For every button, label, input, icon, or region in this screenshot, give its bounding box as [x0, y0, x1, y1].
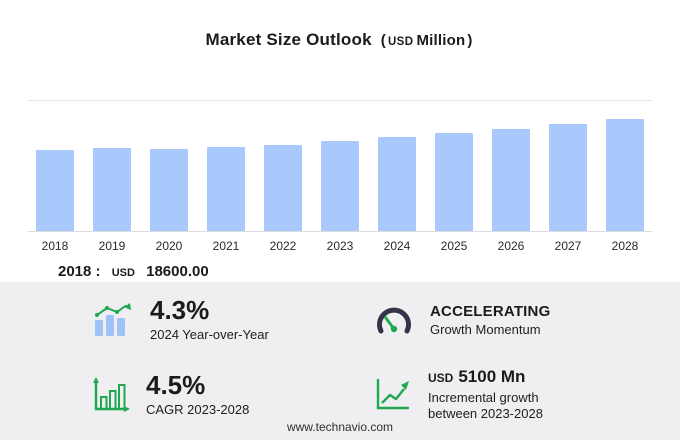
yoy-label: 2024 Year-over-Year	[150, 327, 269, 342]
stat-incremental: USD 5100 Mn Incremental growth between 20…	[374, 367, 656, 422]
title-main: Market Size Outlook	[205, 30, 372, 49]
base-year-currency: USD	[111, 267, 135, 279]
bar-2022	[264, 144, 302, 231]
x-tick-2024: 2024	[383, 239, 411, 253]
momentum-value: ACCELERATING	[430, 302, 551, 320]
incremental-label-line1: Incremental growth	[428, 390, 539, 405]
bar-2023	[321, 141, 359, 231]
bar-2028	[606, 119, 644, 231]
x-tick-2025: 2025	[440, 239, 468, 253]
page-title: Market Size Outlook (USD Million)	[0, 0, 680, 50]
x-tick-2028: 2028	[611, 239, 639, 253]
x-tick-2022: 2022	[269, 239, 297, 253]
stat-momentum: ACCELERATING Growth Momentum	[374, 296, 656, 343]
stat-cagr: 4.5% CAGR 2023-2028	[92, 367, 374, 422]
x-tick-2021: 2021	[212, 239, 240, 253]
bar-2018	[36, 150, 74, 231]
base-year-amount: 18600.00	[146, 263, 209, 280]
gauge-icon	[374, 304, 414, 336]
momentum-label: Growth Momentum	[430, 321, 541, 337]
bar-2025	[435, 133, 473, 231]
bar-2019	[93, 147, 131, 231]
cagr-label: CAGR 2023-2028	[146, 402, 250, 417]
incremental-label-line2: between 2023-2028	[428, 406, 543, 421]
x-tick-2026: 2026	[497, 239, 525, 253]
x-tick-2027: 2027	[554, 239, 582, 253]
bar-chart-axes-icon	[92, 376, 130, 413]
x-tick-2020: 2020	[155, 239, 183, 253]
bar-chart-growth-arrow-icon	[92, 302, 134, 338]
x-tick-2019: 2019	[98, 239, 126, 253]
bar-2020	[150, 148, 188, 231]
title-paren-open: (	[380, 32, 386, 49]
bar-2027	[549, 124, 587, 231]
bar-chart: 2018 2019 2020 2021 2022 2023 2024 2025 2026 2027…	[28, 100, 652, 253]
line-growth-icon	[374, 378, 412, 412]
base-year: 2018	[58, 263, 92, 280]
x-tick-2023: 2023	[326, 239, 354, 253]
incremental-value: 5100 Mn	[458, 367, 526, 386]
cagr-value: 4.5%	[146, 370, 206, 400]
website-link[interactable]: www.technavio.com	[286, 420, 394, 434]
yoy-value: 4.3%	[150, 295, 210, 325]
incremental-currency: USD	[428, 371, 454, 385]
x-axis-labels: 2018 2019 2020 2021 2022 2023 2024 2025 2026 2027…	[28, 239, 652, 253]
stats-panel: 4.3% 2024 Year-over-Year ACCELERATING Gr…	[0, 282, 680, 440]
title-currency: USD	[387, 36, 414, 48]
base-year-separator: :	[95, 263, 101, 280]
stats-grid: 4.3% 2024 Year-over-Year ACCELERATING Gr…	[0, 282, 680, 422]
chart-plot-area	[28, 100, 652, 232]
title-paren-close: )	[467, 32, 473, 49]
bar-2021	[207, 147, 245, 231]
base-year-value: 2018 : USD 18600.00	[58, 263, 680, 280]
bar-2024	[378, 137, 416, 231]
title-unit: Million	[416, 32, 466, 49]
bar-2026	[492, 128, 530, 231]
x-tick-2018: 2018	[41, 239, 69, 253]
stat-yoy: 4.3% 2024 Year-over-Year	[92, 296, 374, 343]
